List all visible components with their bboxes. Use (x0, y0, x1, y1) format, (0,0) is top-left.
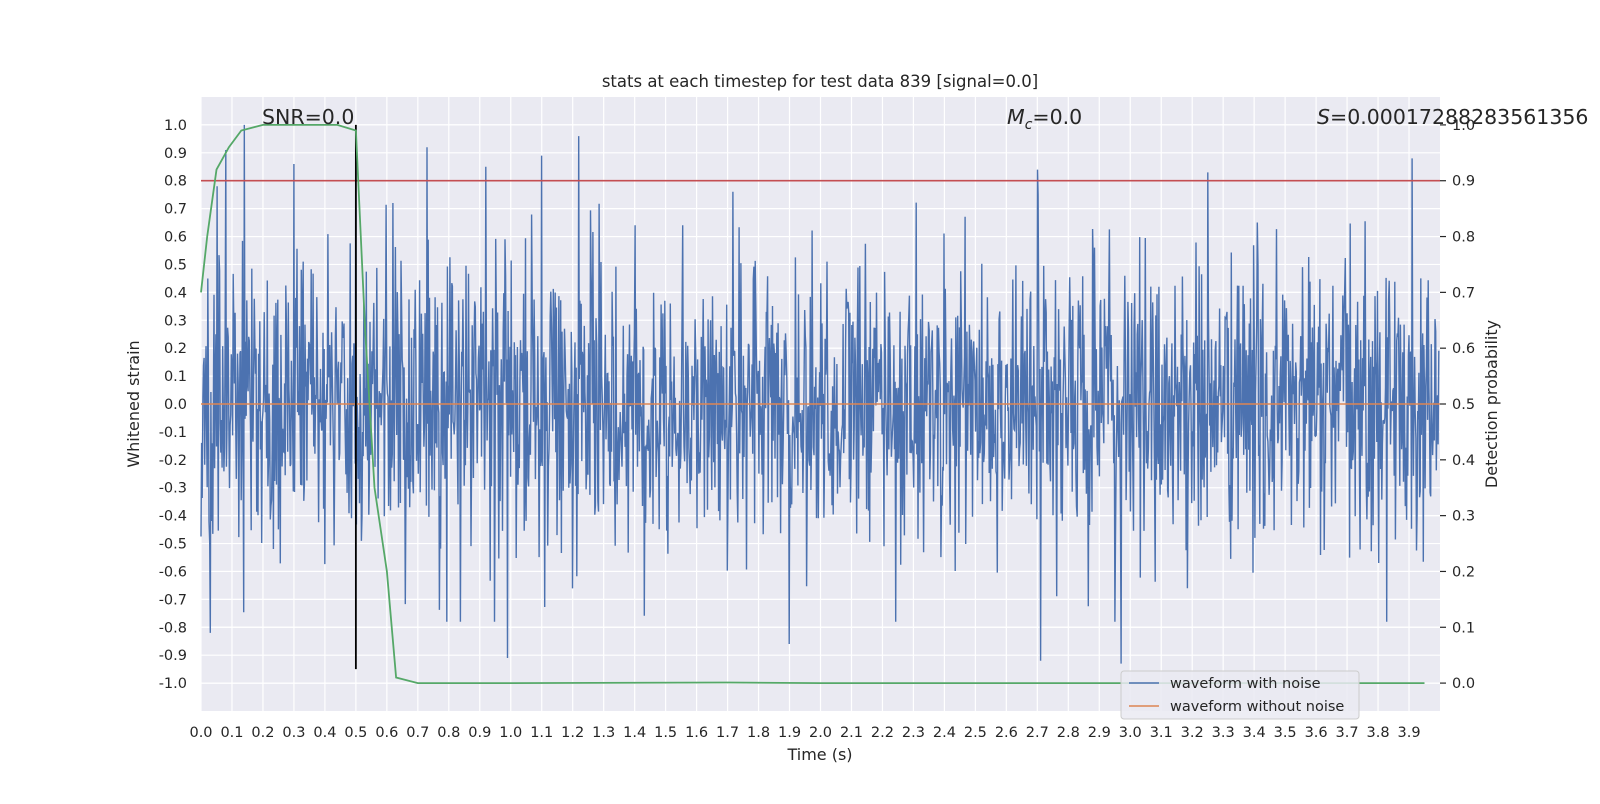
legend-label-without-noise: waveform without noise (1170, 699, 1344, 715)
y-tick-label: 0.5 (164, 257, 187, 273)
detection-probability-line (200, 124, 1425, 684)
y2-tick-label: 0.5 (1452, 397, 1475, 413)
x-tick-label: 2.5 (964, 725, 987, 741)
y-tick-label: -0.8 (159, 620, 187, 636)
x-tick-label: 0.4 (313, 725, 336, 741)
x-tick-label: 3.3 (1212, 725, 1235, 741)
x-tick-label: 2.1 (840, 725, 863, 741)
x-tick-label: 0.0 (189, 725, 212, 741)
x-tick-label: 2.4 (933, 725, 956, 741)
x-tick-label: 2.7 (1026, 725, 1049, 741)
x-tick-label: 3.1 (1150, 725, 1173, 741)
x-tick-label: 1.4 (623, 725, 646, 741)
x-tick-label: 1.5 (654, 725, 677, 741)
s-annotation: S=0.00017288283561356 (1317, 105, 1588, 129)
mc-symbol: M (1007, 105, 1025, 129)
x-tick-label: 0.7 (406, 725, 429, 741)
x-tick-label: 1.1 (530, 725, 553, 741)
y-tick-label: 0.6 (164, 230, 187, 246)
y-axis-label: Whitened strain (124, 340, 143, 467)
y2-tick-label: 0.9 (1452, 174, 1475, 190)
y-tick-label: 0.2 (164, 341, 187, 357)
x-tick-label: 0.8 (437, 725, 460, 741)
x-tick-label: 3.7 (1336, 725, 1359, 741)
chart-marks (200, 124, 1440, 684)
x-tick-label: 2.9 (1088, 725, 1111, 741)
s-value: =0.00017288283561356 (1330, 105, 1588, 129)
y-tick-label: -0.7 (159, 592, 187, 608)
x-tick-label: 1.0 (499, 725, 522, 741)
y2-tick-label: 0.1 (1452, 620, 1475, 636)
y-tick-label: -0.6 (159, 564, 187, 580)
legend-box (1120, 670, 1360, 720)
legend: waveform with noise waveform without noi… (1120, 670, 1360, 720)
x-tick-label: 2.8 (1057, 725, 1080, 741)
y-tick-label: 0.7 (164, 202, 187, 218)
y-tick-label: 0.8 (164, 174, 187, 190)
x-tick-label: 3.6 (1305, 725, 1328, 741)
x-tick-label: 2.0 (809, 725, 832, 741)
x-ticks: 0.0 0.1 0.2 0.3 0.4 0.5 0.6 0.7 0.8 0.9 1.0 1.1 1.2 1… (189, 725, 1420, 741)
y2-tick-label: 0.0 (1452, 676, 1475, 692)
snr-annotation: SNR=0.0 (262, 105, 354, 129)
chart-title: stats at each timestep for test data 839… (602, 72, 1038, 91)
mc-value: =0.0 (1032, 105, 1082, 129)
x-tick-label: 0.1 (220, 725, 243, 741)
x-tick-label: 3.2 (1181, 725, 1204, 741)
x-tick-label: 3.9 (1397, 725, 1420, 741)
s-symbol: S (1317, 105, 1330, 129)
y2-ticks: 0.0 0.1 0.2 0.3 0.4 0.5 0.6 0.7 0.8 0.9 1.0 (1440, 118, 1475, 692)
y2-tick-label: 0.7 (1452, 285, 1475, 301)
y-tick-label: -1.0 (159, 676, 187, 692)
x-tick-label: 1.3 (592, 725, 615, 741)
y2-tick-label: 0.8 (1452, 230, 1475, 246)
y-tick-label: -0.3 (159, 481, 187, 497)
x-tick-label: 3.4 (1243, 725, 1266, 741)
x-tick-label: 3.8 (1367, 725, 1390, 741)
x-tick-label: 0.2 (251, 725, 274, 741)
mc-subscript: c (1025, 117, 1033, 133)
x-tick-label: 1.8 (747, 725, 770, 741)
x-tick-label: 0.9 (468, 725, 491, 741)
y-tick-label: -0.9 (159, 648, 187, 664)
x-tick-label: 3.0 (1119, 725, 1142, 741)
y2-tick-label: 1.0 (1452, 118, 1475, 134)
x-tick-label: 0.5 (344, 725, 367, 741)
x-tick-label: 0.3 (282, 725, 305, 741)
series-waveform-with-noise (200, 124, 1440, 664)
waveform-with-noise-line (200, 124, 1440, 664)
y-tick-label: 0.0 (164, 397, 187, 413)
y-tick-label: -0.2 (159, 453, 187, 469)
y-tick-label: 0.9 (164, 146, 187, 162)
x-tick-label: 2.2 (871, 725, 894, 741)
x-tick-label: 1.6 (685, 725, 708, 741)
y-tick-label: -0.5 (159, 537, 187, 553)
y-tick-label: 0.4 (164, 285, 187, 301)
x-axis-label: Time (s) (786, 745, 852, 764)
y-tick-label: -0.1 (159, 425, 187, 441)
y-tick-label: -0.4 (159, 509, 187, 525)
x-tick-label: 3.5 (1274, 725, 1297, 741)
x-tick-label: 1.7 (716, 725, 739, 741)
y-tick-label: 0.3 (164, 313, 187, 329)
y2-tick-label: 0.6 (1452, 341, 1475, 357)
x-tick-label: 2.6 (995, 725, 1018, 741)
mc-annotation: Mc=0.0 (1007, 105, 1082, 133)
y2-axis-label: Detection probability (1482, 320, 1501, 488)
x-tick-label: 1.2 (561, 725, 584, 741)
y2-tick-label: 0.4 (1452, 453, 1475, 469)
x-tick-label: 0.6 (375, 725, 398, 741)
y-ticks: -1.0 -0.9 -0.8 -0.7 -0.6 -0.5 -0.4 -0.3 -0.2 -0.1… (159, 118, 187, 692)
y2-tick-label: 0.2 (1452, 564, 1475, 580)
y2-tick-label: 0.3 (1452, 509, 1475, 525)
y-tick-label: 1.0 (164, 118, 187, 134)
legend-label-with-noise: waveform with noise (1170, 676, 1321, 692)
x-tick-label: 2.3 (902, 725, 925, 741)
x-tick-label: 1.9 (778, 725, 801, 741)
y-tick-label: 0.1 (164, 369, 187, 385)
